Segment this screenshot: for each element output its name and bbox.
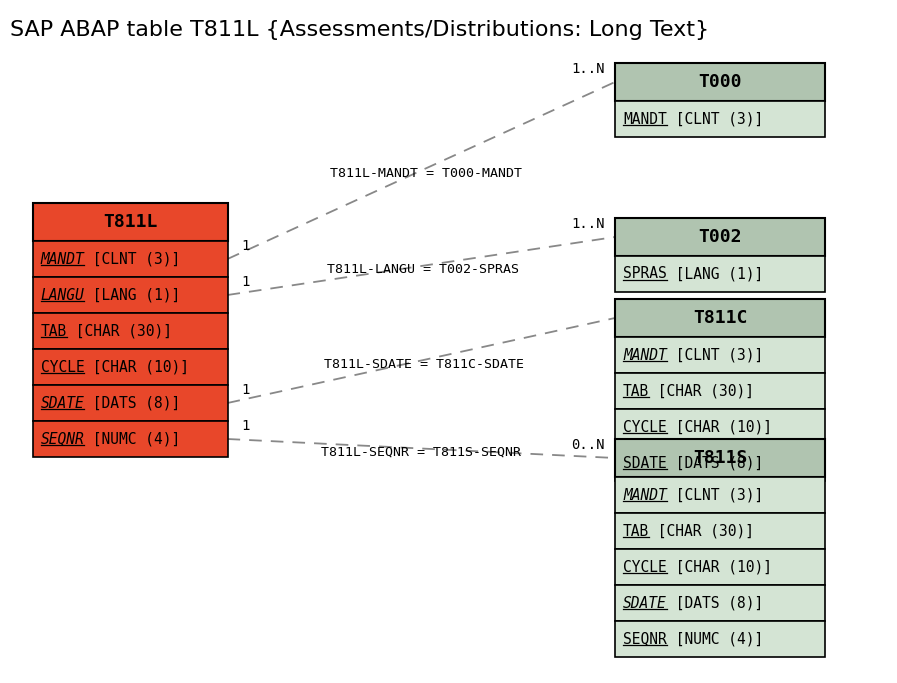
Bar: [32, 385, 228, 421]
Text: [NUMC (4)]: [NUMC (4)]: [666, 632, 763, 647]
Text: T002: T002: [698, 228, 742, 246]
Text: SDATE: SDATE: [623, 456, 666, 471]
Bar: [615, 439, 825, 477]
Text: T811L-SEQNR = T811S-SEQNR: T811L-SEQNR = T811S-SEQNR: [320, 446, 520, 459]
Bar: [615, 373, 825, 409]
Text: [DATS (8)]: [DATS (8)]: [666, 596, 763, 611]
Text: 1..N: 1..N: [571, 217, 605, 231]
Text: T000: T000: [698, 73, 742, 91]
Text: [CLNT (3)]: [CLNT (3)]: [666, 348, 763, 363]
Text: SDATE: SDATE: [623, 596, 666, 611]
Text: T811S: T811S: [692, 449, 747, 467]
Bar: [32, 313, 228, 349]
Text: 1: 1: [241, 275, 250, 289]
Bar: [615, 445, 825, 481]
Text: SEQNR: SEQNR: [623, 632, 666, 647]
Bar: [615, 299, 825, 337]
Text: [CHAR (10)]: [CHAR (10)]: [666, 419, 771, 434]
Bar: [615, 218, 825, 256]
Text: SPRAS: SPRAS: [623, 266, 666, 281]
Text: [CHAR (10)]: [CHAR (10)]: [666, 559, 771, 574]
Bar: [615, 513, 825, 549]
Bar: [32, 349, 228, 385]
Text: T811L: T811L: [103, 213, 157, 231]
Bar: [32, 421, 228, 457]
Text: T811L-LANGU = T002-SPRAS: T811L-LANGU = T002-SPRAS: [327, 264, 519, 277]
Text: LANGU: LANGU: [40, 288, 84, 303]
Text: T811L-MANDT = T000-MANDT: T811L-MANDT = T000-MANDT: [330, 167, 522, 180]
Bar: [615, 337, 825, 373]
Bar: [32, 203, 228, 241]
Bar: [615, 409, 825, 445]
Text: CYCLE: CYCLE: [623, 419, 666, 434]
Text: TAB: TAB: [40, 324, 66, 339]
Text: MANDT: MANDT: [623, 111, 666, 126]
Text: [CHAR (10)]: [CHAR (10)]: [84, 359, 189, 374]
Text: [CLNT (3)]: [CLNT (3)]: [84, 251, 180, 266]
Text: T811L-SDATE = T811C-SDATE: T811L-SDATE = T811C-SDATE: [324, 358, 524, 371]
Text: 0..N: 0..N: [571, 438, 605, 452]
Bar: [32, 241, 228, 277]
Bar: [615, 477, 825, 513]
Text: MANDT: MANDT: [623, 348, 666, 363]
Text: 1: 1: [241, 383, 250, 397]
Text: [DATS (8)]: [DATS (8)]: [84, 395, 180, 410]
Bar: [615, 101, 825, 137]
Text: [DATS (8)]: [DATS (8)]: [666, 456, 763, 471]
Text: T811C: T811C: [692, 309, 747, 327]
Text: [CLNT (3)]: [CLNT (3)]: [666, 111, 763, 126]
Bar: [615, 585, 825, 621]
Text: [CHAR (30)]: [CHAR (30)]: [66, 324, 171, 339]
Text: SEQNR: SEQNR: [40, 432, 84, 447]
Text: MANDT: MANDT: [623, 488, 666, 503]
Text: TAB: TAB: [623, 383, 649, 398]
Text: [CHAR (30)]: [CHAR (30)]: [649, 383, 754, 398]
Bar: [32, 277, 228, 313]
Bar: [615, 256, 825, 292]
Text: [NUMC (4)]: [NUMC (4)]: [84, 432, 180, 447]
Text: 1: 1: [241, 419, 250, 433]
Text: 1..N: 1..N: [571, 62, 605, 76]
Text: TAB: TAB: [623, 523, 649, 538]
Bar: [615, 63, 825, 101]
Text: SDATE: SDATE: [40, 395, 84, 410]
Text: 1: 1: [241, 239, 250, 253]
Bar: [615, 621, 825, 657]
Text: [CHAR (30)]: [CHAR (30)]: [649, 523, 754, 538]
Text: MANDT: MANDT: [40, 251, 84, 266]
Text: [LANG (1)]: [LANG (1)]: [666, 266, 763, 281]
Text: [LANG (1)]: [LANG (1)]: [84, 288, 180, 303]
Text: [CLNT (3)]: [CLNT (3)]: [666, 488, 763, 503]
Text: CYCLE: CYCLE: [623, 559, 666, 574]
Text: CYCLE: CYCLE: [40, 359, 84, 374]
Text: SAP ABAP table T811L {Assessments/Distributions: Long Text}: SAP ABAP table T811L {Assessments/Distri…: [10, 20, 710, 40]
Bar: [615, 549, 825, 585]
